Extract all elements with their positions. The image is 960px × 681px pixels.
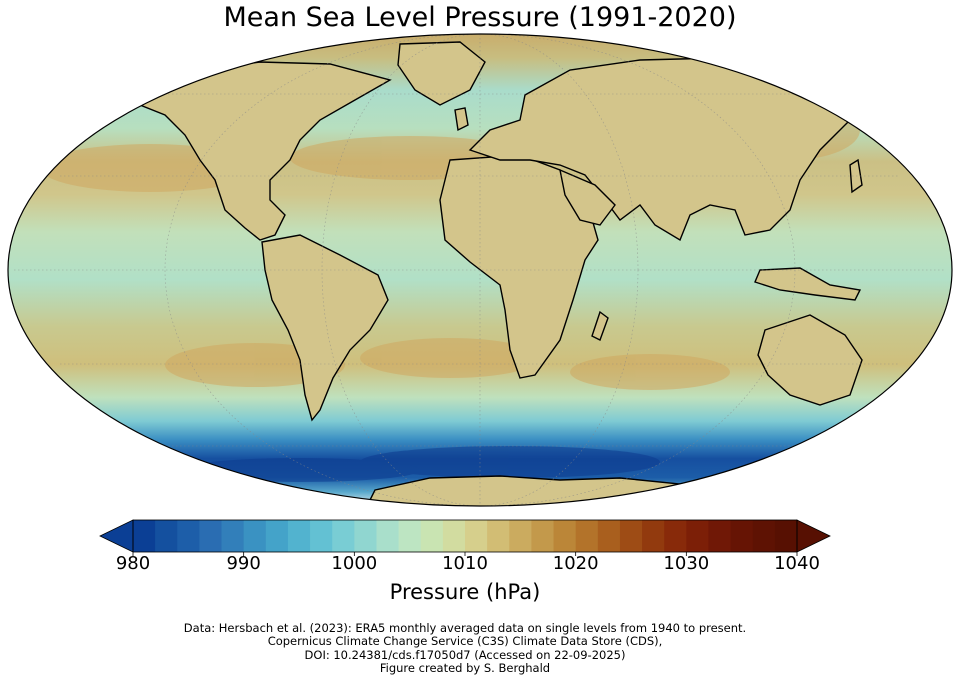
credits-line: Copernicus Climate Change Service (C3S) … (267, 634, 663, 649)
colorbar-segment (575, 520, 599, 552)
colorbar-tick-label: 1010 (442, 553, 488, 574)
colorbar-segment (133, 520, 156, 552)
colorbar-tick-label: 990 (226, 553, 261, 574)
colorbar-segment (531, 520, 555, 552)
colorbar-segment (619, 520, 643, 552)
credits-line: Figure created by S. Berghald (379, 661, 551, 676)
colorbar-tick-label: 1040 (774, 553, 820, 574)
colorbar-segment (354, 520, 378, 552)
colorbar-tick-label: 1000 (331, 553, 378, 574)
colorbar-label: Pressure (hPa) (389, 580, 541, 604)
colorbar-extend-high (796, 519, 831, 553)
colorbar-segment (310, 520, 333, 552)
credits-line: Data: Hersbach et al. (2023): ERA5 month… (183, 621, 747, 635)
australia (757, 314, 863, 406)
antarctica (368, 475, 702, 506)
colorbar-segment (376, 520, 400, 552)
colorbar-segment (398, 520, 422, 552)
credits-line: DOI: 10.24381/cds.f17050d7 (Accessed on … (304, 647, 626, 662)
colorbar-segment (199, 520, 223, 552)
colorbar-segment (752, 520, 776, 552)
figure-title: Mean Sea Level Pressure (1991-2020) (223, 2, 737, 33)
colorbar-segment (243, 520, 267, 552)
colorbar-segment (686, 520, 710, 552)
colorbar-segment (420, 520, 444, 552)
colorbar-segment (332, 520, 355, 552)
data-credits: Data: Hersbach et al. (2023): ERA5 month… (0, 621, 930, 676)
south-america (261, 234, 389, 422)
colorbar-segment (708, 520, 732, 552)
north-america (139, 61, 392, 241)
colorbar-segment (774, 520, 798, 552)
colorbar-segment (177, 520, 200, 552)
indonesia (754, 267, 862, 301)
colorbar-tick-label: 980 (115, 553, 151, 574)
pressure-colorbar (99, 519, 831, 556)
colorbar-tick-labels: 980 990 1000 1010 1020 1030 1040 (0, 553, 960, 579)
colorbar-segment (221, 520, 245, 552)
land-masses (139, 41, 904, 506)
colorbar-segment (553, 520, 577, 552)
colorbar-segment (265, 520, 289, 552)
colorbar-extend-low (99, 519, 134, 553)
colorbar-segment (442, 520, 466, 552)
colorbar-tick-label: 1020 (552, 553, 599, 574)
uk-isles (454, 107, 469, 132)
colorbar-segment (509, 520, 532, 552)
colorbar-segment (642, 520, 665, 552)
colorbar-segment (487, 520, 510, 552)
new-zealand (888, 390, 904, 418)
colorbar-tick-label: 1030 (663, 553, 710, 574)
colorbar-segment (465, 520, 488, 552)
colorbar-segment (664, 520, 687, 552)
map-globe (8, 34, 952, 506)
colorbar-segment (287, 520, 311, 552)
colorbar-segment (155, 520, 178, 552)
map-boundary (7, 33, 953, 507)
colorbar-segment (730, 520, 754, 552)
graticule (14, 34, 946, 506)
greenland (397, 41, 486, 106)
madagascar (591, 310, 609, 341)
colorbar-segment (597, 520, 621, 552)
arabia (559, 168, 616, 226)
